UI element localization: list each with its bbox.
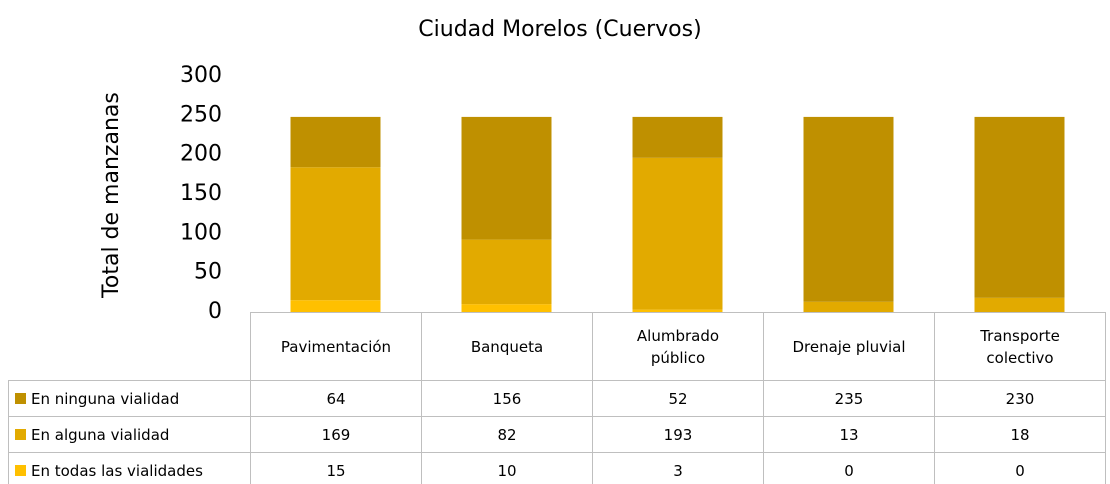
bar-segment	[974, 297, 1065, 312]
bar-segment	[461, 116, 552, 240]
x-tick-label: Pavimentación	[280, 337, 392, 356]
data-label: 235	[834, 389, 864, 408]
legend-cell: En todas las vialidades	[8, 452, 251, 484]
data-label: 15	[326, 461, 346, 480]
table-header-cell: Pavimentación	[250, 312, 422, 381]
y-tick-label: 50	[194, 260, 222, 285]
y-tick-label: 150	[180, 181, 222, 206]
bar-segment	[461, 304, 552, 312]
data-label: 10	[497, 461, 517, 480]
y-tick-label: 0	[208, 299, 222, 324]
bar-segment	[290, 300, 381, 312]
legend-label: En ninguna vialidad	[31, 389, 180, 408]
legend-cell: En ninguna vialidad	[8, 380, 251, 417]
chart-title: Ciudad Morelos (Cuervos)	[418, 17, 701, 42]
table-cell: 230	[934, 380, 1106, 417]
x-tick-label: Banqueta	[470, 337, 544, 356]
y-axis-label: Total de manzanas	[99, 92, 124, 299]
data-label: 169	[321, 425, 351, 444]
legend-label: En todas las vialidades	[31, 461, 203, 480]
table-cell: 82	[421, 416, 593, 453]
bar-segment	[632, 309, 723, 312]
bar-segment	[632, 116, 723, 158]
table-cell: 52	[592, 380, 764, 417]
bar-segment	[632, 157, 723, 310]
bar-segment	[803, 301, 894, 312]
table-cell: 64	[250, 380, 422, 417]
legend-cell: En alguna vialidad	[8, 416, 251, 453]
data-label: 193	[663, 425, 693, 444]
data-label: 64	[326, 389, 346, 408]
legend-swatch	[15, 429, 26, 440]
data-label: 13	[839, 425, 859, 444]
x-tick-label: Alumbrado público	[636, 326, 720, 367]
bar-segment	[290, 116, 381, 168]
bar-segment	[803, 116, 894, 302]
x-tick-label: Transporte colectivo	[980, 326, 1060, 367]
data-label: 230	[1005, 389, 1035, 408]
bar-segment	[461, 239, 552, 305]
table-header-cell: Banqueta	[421, 312, 593, 381]
data-label: 18	[1010, 425, 1030, 444]
bar-segment	[290, 167, 381, 301]
data-label: 3	[673, 461, 683, 480]
legend-swatch	[15, 393, 26, 404]
bar-segment	[974, 116, 1065, 298]
legend-label: En alguna vialidad	[31, 425, 170, 444]
table-cell: 13	[763, 416, 935, 453]
data-label: 0	[1015, 461, 1025, 480]
y-tick-label: 200	[180, 142, 222, 167]
table-cell: 0	[934, 452, 1106, 484]
table-cell: 169	[250, 416, 422, 453]
y-tick-label: 300	[180, 63, 222, 88]
data-label: 156	[492, 389, 522, 408]
data-label: 52	[668, 389, 688, 408]
table-cell: 0	[763, 452, 935, 484]
table-cell: 235	[763, 380, 935, 417]
table-cell: 3	[592, 452, 764, 484]
data-label: 82	[497, 425, 517, 444]
table-cell: 156	[421, 380, 593, 417]
y-tick-label: 100	[180, 220, 222, 245]
y-tick-label: 250	[180, 102, 222, 127]
table-header-cell: Transporte colectivo	[934, 312, 1106, 381]
table-cell: 193	[592, 416, 764, 453]
table-cell: 10	[421, 452, 593, 484]
data-label: 0	[844, 461, 854, 480]
legend-swatch	[15, 465, 26, 476]
table-header-cell: Drenaje pluvial	[763, 312, 935, 381]
x-tick-label: Drenaje pluvial	[792, 337, 906, 356]
table-header-cell: Alumbrado público	[592, 312, 764, 381]
table-cell: 15	[250, 452, 422, 484]
table-cell: 18	[934, 416, 1106, 453]
